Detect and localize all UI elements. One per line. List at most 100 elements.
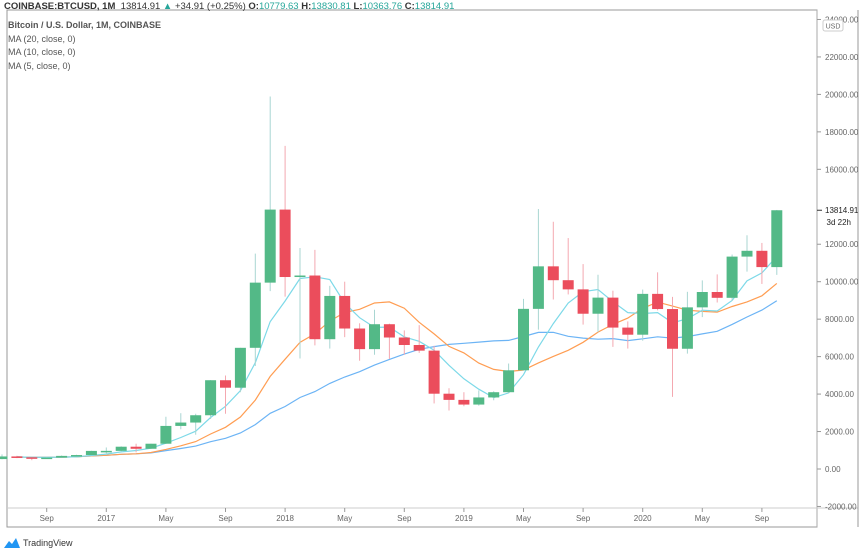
- candle-2018-12[interactable]: [443, 388, 455, 411]
- candle-2018-02[interactable]: [294, 247, 306, 359]
- candle-2018-01[interactable]: [279, 145, 291, 297]
- candle-2016-10[interactable]: [56, 455, 68, 458]
- candle-body: [100, 450, 112, 453]
- candle-2020-03[interactable]: [667, 296, 678, 397]
- legend-ma5[interactable]: MA (5, close, 0): [8, 60, 71, 71]
- price-tick-label: 12000.00: [825, 240, 859, 249]
- candle-2017-04[interactable]: [145, 443, 157, 449]
- candle-2017-03[interactable]: [130, 443, 142, 453]
- current-price-label: 13814.91: [825, 206, 859, 215]
- candle-2018-11[interactable]: [428, 345, 440, 404]
- time-tick-label: May: [337, 514, 352, 523]
- candle-2016-12[interactable]: [85, 450, 97, 456]
- low-value: 10363.76: [362, 1, 403, 12]
- candle-body: [324, 295, 336, 340]
- candle-2018-08[interactable]: [383, 323, 395, 359]
- price-tick-label: 16000.00: [825, 165, 859, 174]
- candle-2017-10[interactable]: [234, 347, 246, 393]
- candle-body: [56, 455, 68, 458]
- candle-2017-06[interactable]: [175, 413, 187, 430]
- tradingview-logo[interactable]: TradingView: [4, 538, 73, 548]
- candle-2017-01[interactable]: [100, 447, 112, 455]
- open-label: O:: [248, 1, 259, 12]
- candle-2019-07[interactable]: [547, 221, 559, 300]
- candle-2017-07[interactable]: [190, 413, 202, 435]
- candle-2018-07[interactable]: [369, 309, 380, 355]
- candle-2020-06[interactable]: [711, 274, 723, 303]
- high-value: 13830.81: [311, 1, 351, 12]
- candle-2020-10[interactable]: [771, 209, 783, 275]
- candle-2017-08[interactable]: [205, 380, 217, 419]
- candle-body: [562, 280, 574, 290]
- candle-2018-04[interactable]: [324, 285, 336, 349]
- candle-body: [413, 345, 425, 351]
- candle-2019-01[interactable]: [458, 392, 470, 407]
- candle-2020-07[interactable]: [726, 254, 738, 301]
- candle-2019-06[interactable]: [532, 209, 544, 330]
- candle-2017-02[interactable]: [115, 446, 127, 452]
- candle-2017-12[interactable]: [264, 96, 276, 292]
- time-tick-label: 2018: [276, 514, 294, 523]
- candle-2019-09[interactable]: [577, 264, 589, 325]
- candle-2018-09[interactable]: [398, 330, 410, 355]
- candle-body: [160, 425, 172, 444]
- high-label: H:: [301, 1, 312, 12]
- brand-label: TradingView: [23, 538, 73, 548]
- candle-body: [41, 457, 53, 460]
- candle-body: [220, 380, 231, 388]
- candle-body: [771, 210, 783, 268]
- candle-2019-12[interactable]: [622, 321, 634, 349]
- candle-body: [0, 456, 8, 460]
- price-tick-label: 2000.00: [825, 428, 854, 437]
- candle-2019-10[interactable]: [592, 274, 604, 333]
- candle-2017-05[interactable]: [160, 416, 172, 444]
- candle-2016-06[interactable]: [0, 454, 8, 460]
- candle-2019-02[interactable]: [473, 390, 485, 406]
- candle-2020-08[interactable]: [741, 235, 753, 272]
- candle-2019-05[interactable]: [518, 298, 529, 371]
- price-tick-label: 10000.00: [825, 278, 859, 287]
- candle-2016-08[interactable]: [26, 457, 38, 461]
- last-price: 13814.91: [120, 1, 161, 12]
- candle-2020-02[interactable]: [652, 272, 664, 311]
- candle-2017-11[interactable]: [249, 253, 261, 366]
- currency-badge[interactable]: [822, 19, 844, 32]
- candle-2019-04[interactable]: [503, 363, 515, 394]
- candle-body: [26, 457, 38, 459]
- candle-body: [622, 327, 634, 335]
- candle-body: [592, 297, 604, 314]
- candle-body: [398, 337, 410, 346]
- legend-ma10[interactable]: MA (10, close, 0): [8, 47, 76, 57]
- candle-2020-05[interactable]: [696, 280, 708, 318]
- candle-body: [652, 293, 664, 310]
- candle-2018-05[interactable]: [339, 281, 351, 338]
- candle-2020-09[interactable]: [756, 242, 768, 284]
- candle-2018-03[interactable]: [309, 249, 321, 346]
- candle-body: [145, 443, 157, 449]
- time-tick-label: May: [695, 514, 710, 523]
- candle-body: [637, 293, 649, 335]
- candle-2018-10[interactable]: [413, 325, 425, 353]
- tradingview-icon: [4, 538, 20, 548]
- candle-body: [667, 309, 678, 349]
- candle-2017-09[interactable]: [220, 375, 231, 414]
- candle-2019-03[interactable]: [488, 391, 500, 401]
- candle-2018-06[interactable]: [354, 323, 366, 361]
- time-axis[interactable]: Sep 2017 May Sep 2018 May Sep 2019 May Sep 2020 May…: [40, 508, 770, 523]
- candle-2019-08[interactable]: [562, 238, 574, 295]
- candle-2020-01[interactable]: [637, 289, 649, 341]
- candle-body: [443, 393, 455, 400]
- candle-2016-09[interactable]: [41, 457, 53, 460]
- time-tick-label: Sep: [40, 514, 55, 523]
- price-axis[interactable]: 24000.0022000.0020000.0018000.0016000.00…: [817, 15, 859, 511]
- candle-2016-11[interactable]: [71, 454, 82, 457]
- time-tick-label: Sep: [218, 514, 233, 523]
- candle-2020-04[interactable]: [681, 291, 693, 354]
- legend-ma20[interactable]: MA (20, close, 0): [8, 33, 76, 44]
- candle-body: [726, 256, 738, 298]
- price-tick-label: 6000.00: [825, 353, 854, 362]
- time-tick-label: Sep: [755, 514, 770, 523]
- candle-2019-11[interactable]: [607, 290, 619, 347]
- candle-2016-07[interactable]: [11, 455, 23, 459]
